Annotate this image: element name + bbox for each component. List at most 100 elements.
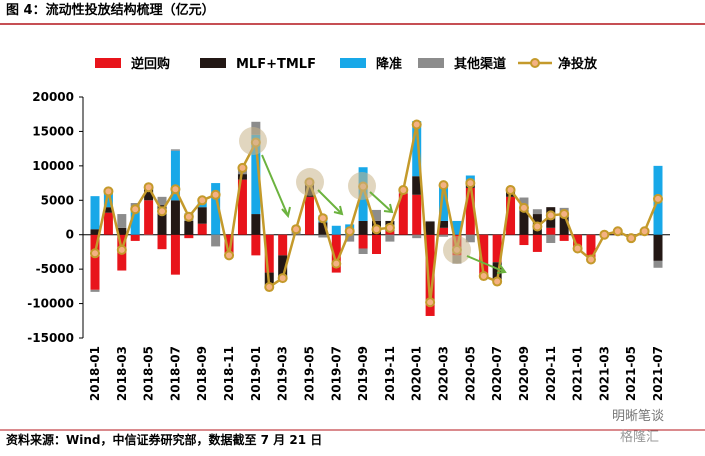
x-tick-label: 2019-05 <box>302 346 316 401</box>
bar <box>211 234 221 247</box>
marker <box>103 186 114 197</box>
bar <box>412 194 422 235</box>
marker <box>653 193 663 204</box>
marker <box>344 226 355 237</box>
bar <box>465 187 475 235</box>
x-tick-label: 2020-05 <box>463 346 477 401</box>
bar <box>425 234 435 316</box>
bar <box>157 196 167 206</box>
arrow <box>466 255 507 274</box>
bar <box>264 234 274 235</box>
y-tick-label: 5000 <box>41 193 74 207</box>
x-tick-label: 2018-05 <box>142 346 156 401</box>
bar <box>157 205 167 235</box>
x-tick-label: 2019-11 <box>383 346 397 401</box>
bar <box>237 179 247 235</box>
x-tick-label: 2021-03 <box>597 346 611 401</box>
x-tick-label: 2020-01 <box>410 346 424 401</box>
marker <box>478 271 489 282</box>
marker <box>317 213 328 224</box>
legend-swatch <box>418 58 444 68</box>
bar <box>278 255 288 279</box>
bar <box>492 234 502 263</box>
bar <box>130 234 140 241</box>
bar <box>372 209 381 221</box>
watermark: 明晰笔谈 <box>612 408 664 424</box>
x-tick-label: 2019-07 <box>329 346 343 401</box>
bar <box>184 234 194 239</box>
marker <box>210 189 221 200</box>
bar <box>385 231 395 235</box>
bar <box>90 196 100 230</box>
bar <box>653 260 663 268</box>
bar <box>144 234 154 236</box>
highlight <box>348 172 376 200</box>
marker <box>277 273 288 284</box>
bar <box>103 212 113 235</box>
marker <box>90 248 100 259</box>
marker <box>224 250 235 261</box>
bar <box>412 121 422 177</box>
bar <box>358 248 368 254</box>
marker <box>384 222 395 233</box>
bar <box>653 234 663 261</box>
bar <box>90 289 100 292</box>
bar <box>465 234 475 243</box>
marker <box>197 195 208 206</box>
bar <box>237 174 247 180</box>
marker <box>264 282 275 293</box>
marker <box>532 221 543 232</box>
legend-swatch <box>530 58 540 68</box>
marker <box>492 276 503 287</box>
marker <box>438 180 449 191</box>
bar <box>197 207 207 224</box>
arrow <box>369 191 394 214</box>
bar <box>251 134 261 215</box>
bar <box>546 234 556 243</box>
bar <box>103 191 113 208</box>
x-tick-label: 2021-01 <box>571 346 585 401</box>
bar <box>546 227 556 235</box>
bar <box>211 183 221 235</box>
bar <box>144 200 154 235</box>
y-tick-label: 15000 <box>32 124 74 138</box>
bar <box>304 196 314 235</box>
chart-title: 图 4：流动性投放结构梳理（亿元） <box>6 2 215 18</box>
legend-label: 净投放 <box>558 56 598 72</box>
y-tick-label: 20000 <box>32 90 74 104</box>
bar <box>412 234 422 239</box>
bar <box>144 186 154 201</box>
bar <box>90 234 100 290</box>
bar <box>184 220 194 235</box>
marker <box>398 184 409 195</box>
bar <box>264 234 274 273</box>
x-tick-label: 2018-07 <box>168 346 182 401</box>
bar <box>278 234 288 256</box>
marker <box>639 226 650 237</box>
bar <box>532 209 542 215</box>
marker <box>183 211 194 222</box>
marker <box>170 184 181 195</box>
marker <box>116 244 127 255</box>
y-tick-label: -15000 <box>27 331 74 345</box>
bar <box>425 220 435 222</box>
legend-label: 降准 <box>376 56 402 72</box>
source: 资料来源：Wind，中信证券研究部，数据截至 7 月 21 日 <box>6 432 322 447</box>
bar <box>170 150 180 201</box>
bar <box>532 234 542 252</box>
marker <box>518 202 529 213</box>
x-tick-label: 2021-07 <box>651 346 665 401</box>
bar <box>358 220 368 235</box>
x-tick-label: 2018-01 <box>88 346 102 401</box>
bar <box>90 229 100 235</box>
marker <box>585 254 596 265</box>
x-tick-label: 2019-01 <box>249 346 263 401</box>
x-tick-label: 2020-11 <box>544 346 558 401</box>
bar <box>398 193 408 235</box>
bar <box>318 222 328 235</box>
bar <box>170 200 180 235</box>
bar <box>506 196 516 235</box>
legend-swatch <box>340 58 366 68</box>
bar <box>439 220 449 228</box>
marker <box>143 182 154 193</box>
